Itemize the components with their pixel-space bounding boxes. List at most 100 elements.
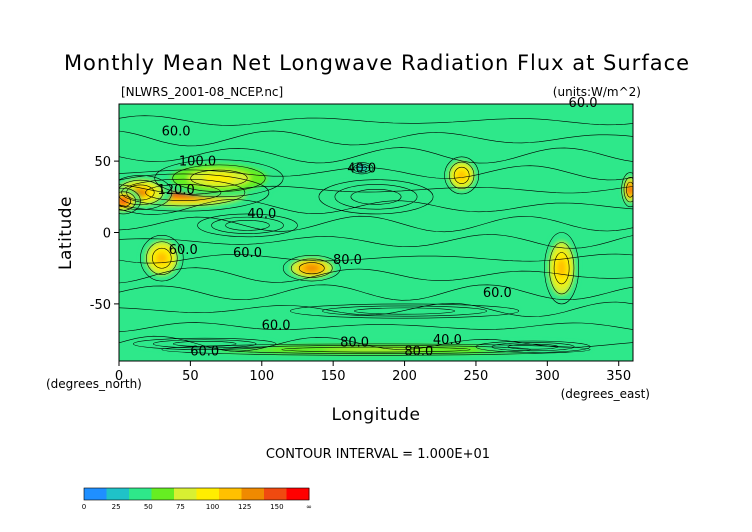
feature-ring (119, 197, 128, 205)
colorbar-frame (83, 487, 310, 501)
x-tick-label: 150 (321, 369, 346, 384)
contour-line (119, 215, 633, 233)
y-unit-label: (degrees_north) (46, 377, 142, 391)
contour-line (161, 343, 591, 356)
contour-line (132, 337, 277, 350)
file-label: [NLWRS_2001-08_NCEP.nc] (121, 85, 283, 99)
y-tick-label: 50 (94, 155, 111, 170)
y-tick-label: 0 (103, 227, 111, 242)
contour-line (121, 178, 246, 207)
contour-label: 40.0 (347, 162, 376, 177)
contour-line (119, 187, 141, 215)
colorbar-swatch (106, 488, 130, 500)
contour-line (119, 195, 132, 208)
feature-ring (557, 259, 566, 278)
contour-line (119, 199, 633, 215)
contour-line (119, 147, 633, 164)
contour-label: 80.0 (404, 344, 433, 359)
contour-line (322, 305, 488, 317)
contour-line (119, 234, 633, 249)
contour-label: 80.0 (340, 336, 369, 351)
x-tick-label: 300 (535, 369, 560, 384)
chart-title: Monthly Mean Net Longwave Radiation Flux… (64, 51, 690, 75)
contour-line (553, 252, 570, 285)
contour-line (353, 307, 456, 315)
contour-line (190, 169, 248, 187)
contour-labels: 60.0 100.0 120.0 40.0 40.0 60.0 60.0 80.0 60.0 60… (158, 96, 598, 359)
contour-line (334, 184, 418, 210)
colorbar-swatch (151, 488, 175, 500)
x-tick-label: 0 (115, 369, 123, 384)
contour-line (290, 303, 520, 319)
colorbar-label: 100 (206, 503, 219, 511)
x-axis-title: Longitude (331, 405, 420, 425)
contour-label: 60.0 (162, 124, 191, 139)
contour-label: 60.0 (262, 319, 291, 334)
contour-line (119, 179, 164, 206)
y-axis-ticks: 50 0 -50 (90, 155, 119, 313)
x-tick-label: 50 (182, 369, 199, 384)
contour-line (119, 335, 633, 352)
contour-line (119, 115, 633, 126)
colorbar-swatch (219, 488, 242, 500)
feature-ring (628, 185, 633, 194)
feature-ring (376, 309, 434, 313)
contour-line (152, 247, 172, 269)
contour-line (444, 156, 480, 195)
colorbar-label: 75 (176, 503, 185, 511)
y-axis-title: Latitude (56, 196, 76, 270)
contour-line (475, 340, 591, 353)
contour-label: 60.0 (169, 243, 198, 258)
contour-label: 60.0 (569, 96, 598, 111)
feature-ring (304, 264, 319, 272)
contour-line (145, 184, 222, 201)
contour-lines (119, 115, 633, 356)
colorbar-label: 150 (270, 503, 283, 511)
contour-label: 60.0 (190, 344, 219, 359)
contour-line (119, 301, 633, 318)
feature-ring (235, 222, 260, 229)
colorbar-swatch (241, 488, 265, 500)
colorbar: 0 25 50 75 100 125 150 ∞ (82, 487, 312, 511)
contour-line (119, 267, 633, 284)
contour-line (119, 284, 633, 301)
contour-line (119, 173, 270, 212)
contour-line (172, 341, 237, 347)
colorbar-label: 25 (112, 503, 121, 511)
colorbar-swatch (174, 488, 197, 500)
contour-line (623, 177, 633, 203)
contour-line (225, 220, 270, 231)
x-unit-label: (degrees_east) (561, 387, 650, 401)
colorbar-swatch (129, 488, 152, 500)
colorbar-swatch (84, 488, 107, 500)
colorbar-label: 125 (238, 503, 251, 511)
feature-ring (322, 348, 430, 352)
colorbar-swatch (196, 488, 220, 500)
contour-line (356, 165, 368, 172)
contour-label: 40.0 (247, 207, 276, 222)
contour-line (298, 262, 325, 275)
x-tick-label: 200 (392, 369, 417, 384)
contour-line (140, 235, 184, 282)
contour-line (621, 172, 633, 208)
contour-line (119, 253, 633, 264)
contour-line (119, 165, 633, 181)
contour-label: 80.0 (333, 253, 362, 268)
contour-line (491, 342, 575, 352)
contour-label: 40.0 (433, 333, 462, 348)
y-tick-label: -50 (90, 298, 111, 313)
colorbar-label: 50 (144, 503, 153, 511)
plot-area: 60.0 100.0 120.0 40.0 40.0 60.0 60.0 80.0 60.0 60… (118, 96, 634, 362)
x-tick-label: 100 (249, 369, 274, 384)
contour-line (318, 179, 434, 215)
colorbar-label: 0 (82, 503, 86, 511)
contour-label: 60.0 (233, 246, 262, 261)
colorbar-label: ∞ (306, 503, 312, 511)
contour-line (154, 159, 284, 198)
x-tick-label: 250 (464, 369, 489, 384)
contour-line (548, 242, 575, 295)
contour-line (544, 232, 580, 305)
contour-line (626, 181, 633, 198)
contour-line (453, 166, 470, 184)
contour-line (350, 188, 402, 205)
